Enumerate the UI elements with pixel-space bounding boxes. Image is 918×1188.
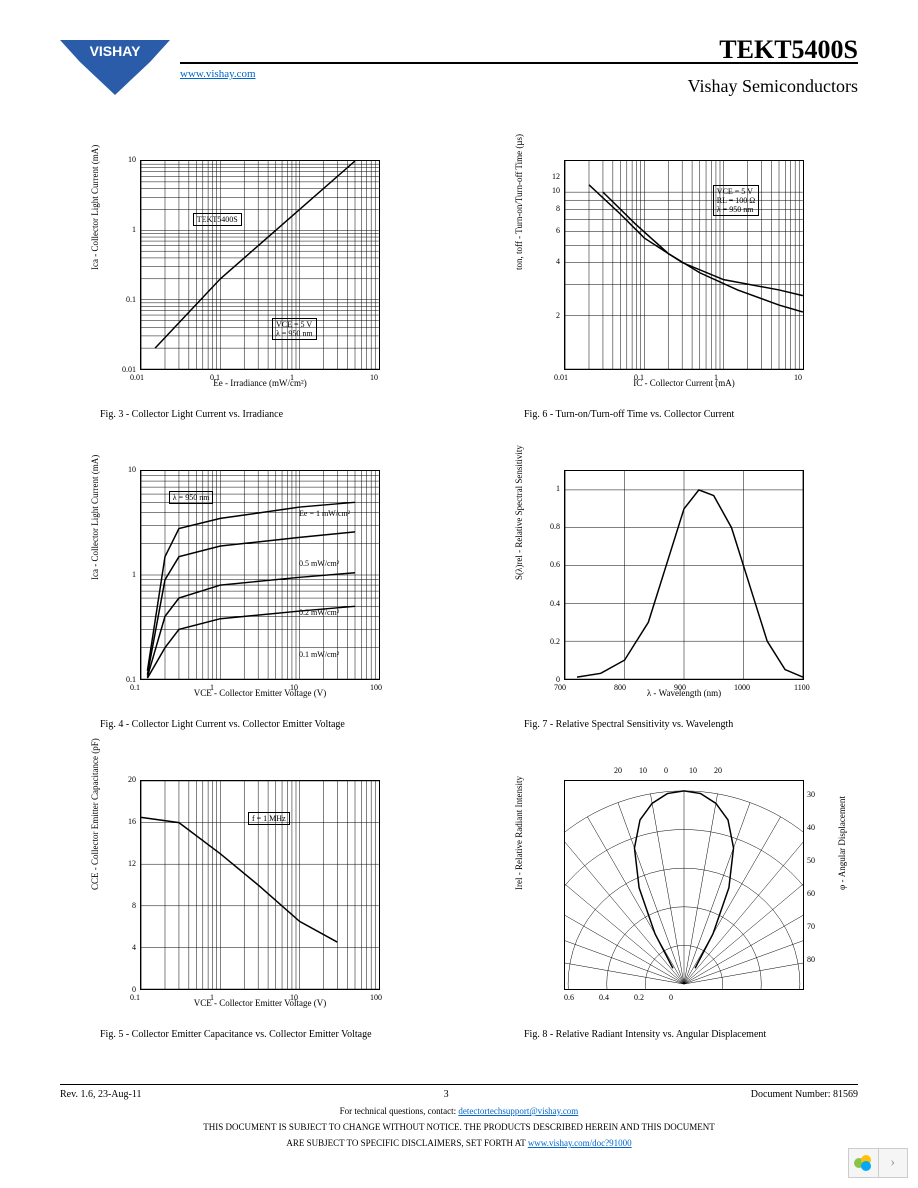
chart-xlabel: λ - Wavelength (nm) [564, 688, 804, 698]
logo-text: VISHAY [90, 43, 142, 59]
chart-fig3: 0.010.11100.010.1110TEKT5400SVCE = 5 V λ… [100, 160, 434, 440]
chart-fig5: 0.1110100048121620f = 1 MHzCCE - Collect… [100, 780, 434, 1060]
disclaimer-line2: ARE SUBJECT TO SPECIFIC DISCLAIMERS, SET… [286, 1138, 525, 1148]
charts-grid: 0.010.11100.010.1110TEKT5400SVCE = 5 V λ… [100, 160, 858, 1060]
chart-caption: Fig. 7 - Relative Spectral Sensitivity v… [524, 719, 733, 730]
tech-email-link[interactable]: detectortechsupport@vishay.com [458, 1106, 578, 1116]
page-footer: Rev. 1.6, 23-Aug-11 3 Document Number: 8… [60, 1084, 858, 1148]
revision-label: Rev. 1.6, 23-Aug-11 [60, 1089, 141, 1100]
nav-logo-icon[interactable] [849, 1149, 878, 1177]
chart-xlabel: IC - Collector Current (mA) [564, 378, 804, 388]
chart-ylabel: ton, toff - Turn-on/Turn-off Time (µs) [514, 134, 524, 270]
page-number: 3 [444, 1089, 449, 1100]
chart-fig6: 0.010.111024681012VCE = 5 V RL = 100 Ω λ… [524, 160, 858, 440]
chart-fig8: 0101020203040506070800.60.40.20φ - Angul… [524, 780, 858, 1060]
chart-fig4: 0.11101000.1110λ = 950 nmEe = 1 mW/cm²0.… [100, 470, 434, 750]
chart-caption: Fig. 3 - Collector Light Current vs. Irr… [100, 409, 283, 420]
website-link[interactable]: www.vishay.com [180, 68, 256, 80]
page-header: VISHAY www.vishay.com TEKT5400S Vishay S… [60, 40, 858, 120]
document-number: Document Number: 81569 [751, 1089, 858, 1100]
chart-ylabel: Ica - Collector Light Current (mA) [90, 145, 100, 270]
chart-xlabel: VCE - Collector Emitter Voltage (V) [140, 998, 380, 1008]
footer-rule [60, 1084, 858, 1085]
chart-caption: Fig. 8 - Relative Radiant Intensity vs. … [524, 1029, 766, 1040]
chart-ylabel: Ica - Collector Light Current (mA) [90, 455, 100, 580]
disclaimer-link[interactable]: www.vishay.com/doc?91000 [528, 1138, 632, 1148]
chart-caption: Fig. 4 - Collector Light Current vs. Col… [100, 719, 345, 730]
company-subtitle: Vishay Semiconductors [688, 76, 858, 97]
chart-xlabel: VCE - Collector Emitter Voltage (V) [140, 688, 380, 698]
pdf-nav-widget: › [848, 1148, 908, 1178]
disclaimer-line1: THIS DOCUMENT IS SUBJECT TO CHANGE WITHO… [203, 1122, 714, 1132]
chart-xlabel: Ee - Irradiance (mW/cm²) [140, 378, 380, 388]
tech-contact-label: For technical questions, contact: [340, 1106, 456, 1116]
chart-ylabel: CCE - Collector Emitter Capacitance (pF) [90, 738, 100, 890]
chart-ylabel: S(λ)rel - Relative Spectral Sensitivity [514, 445, 524, 580]
chart-ylabel: Irel - Relative Radiant Intensity [514, 776, 524, 890]
chart-caption: Fig. 6 - Turn-on/Turn-off Time vs. Colle… [524, 409, 734, 420]
vishay-logo: VISHAY [60, 40, 170, 95]
chart-fig7: 7008009001000110000.20.40.60.81S(λ)rel -… [524, 470, 858, 750]
part-number: TEKT5400S [719, 35, 858, 65]
nav-next-icon[interactable]: › [878, 1149, 908, 1177]
chart-caption: Fig. 5 - Collector Emitter Capacitance v… [100, 1029, 372, 1040]
